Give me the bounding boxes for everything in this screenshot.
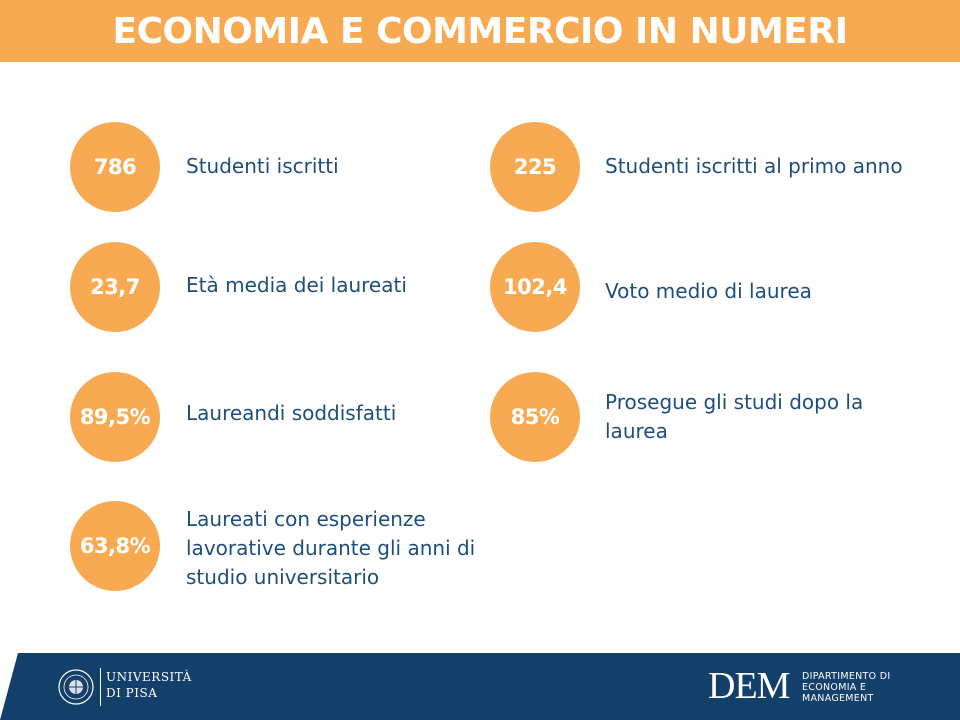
stat-value-circle: 786 <box>70 122 160 212</box>
university-seal-icon <box>58 669 94 705</box>
stat-value-circle: 23,7 <box>70 242 160 332</box>
stat-value-circle: 225 <box>490 122 580 212</box>
stat-label: Laureandi soddisfatti <box>186 401 397 425</box>
department-name-line2: ECONOMIA E <box>802 682 867 693</box>
stat-label: Studenti iscritti <box>186 154 339 178</box>
department-name: DIPARTIMENTO DI ECONOMIA E MANAGEMENT <box>802 671 890 704</box>
footer-background <box>0 653 960 720</box>
stat-label: Studenti iscritti al primo anno <box>605 154 903 178</box>
department-name-line3: MANAGEMENT <box>802 693 874 704</box>
dem-logo: DEM <box>708 665 790 707</box>
stat-label: Prosegue gli studi dopo la laurea <box>605 390 864 443</box>
stat-label: Laureati con esperienze lavorative duran… <box>186 507 476 589</box>
stat-value-circle: 102,4 <box>490 242 580 332</box>
university-logo-text: UNIVERSITÀ DI PISA <box>106 669 192 701</box>
stat-value-circle: 85% <box>490 372 580 462</box>
department-name-line1: DIPARTIMENTO DI <box>802 671 891 682</box>
stat-value-circle: 89,5% <box>70 372 160 462</box>
header-bar: ECONOMIA E COMMERCIO IN NUMERI <box>0 0 960 62</box>
stat-value-circle: 63,8% <box>70 501 160 591</box>
university-name-line2: DI PISA <box>106 686 158 700</box>
university-name-line1: UNIVERSITÀ <box>106 670 192 684</box>
stat-label: Età media dei laureati <box>186 273 407 297</box>
footer-divider <box>100 668 101 706</box>
footer-bar <box>0 653 960 720</box>
page-title: ECONOMIA E COMMERCIO IN NUMERI <box>112 10 848 52</box>
stat-label: Voto medio di laurea <box>605 279 812 303</box>
